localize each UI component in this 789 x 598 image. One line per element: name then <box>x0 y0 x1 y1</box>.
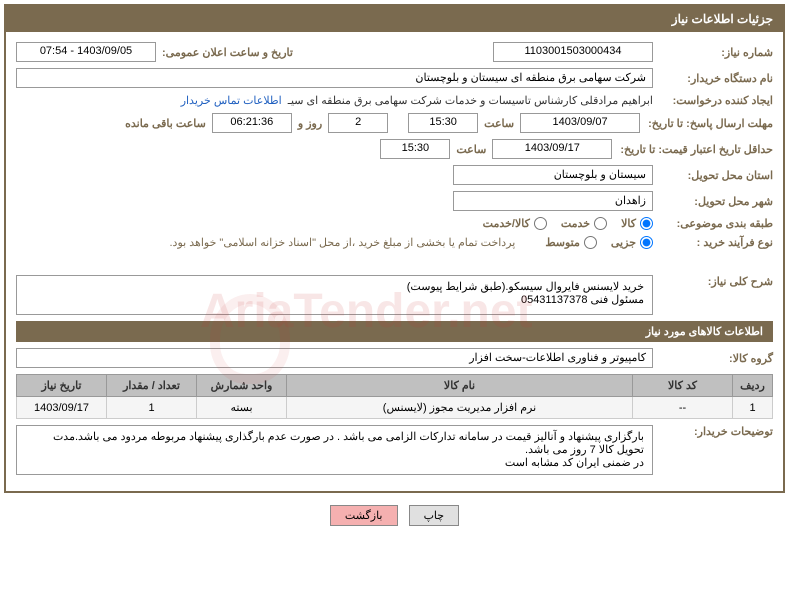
need-number-field: 1103001503000434 <box>493 42 653 62</box>
requester-text: ابراهیم مرادقلی کارشناس تاسیسات و خدمات … <box>288 94 653 107</box>
validity-label: حداقل تاریخ اعتبار قیمت: تا تاریخ: <box>612 143 773 156</box>
form-content: شماره نیاز: 1103001503000434 تاریخ و ساع… <box>6 32 783 491</box>
radio-service-label: خدمت <box>561 217 590 230</box>
validity-date-field: 1403/09/17 <box>492 139 612 159</box>
radio-goods[interactable] <box>640 217 653 230</box>
contact-link[interactable]: اطلاعات تماس خریدار <box>181 94 282 107</box>
buyer-org-label: نام دستگاه خریدار: <box>653 72 773 85</box>
radio-medium-label: متوسط <box>545 236 580 249</box>
desc-field: خرید لایسنس فایروال سیسکو.(طبق شرایط پیو… <box>16 275 653 315</box>
th-date: تاریخ نیاز <box>17 375 107 397</box>
validity-time-field: 15:30 <box>380 139 450 159</box>
radio-medium[interactable] <box>584 236 597 249</box>
buyer-notes-label: توضیحات خریدار: <box>653 425 773 438</box>
deadline-time-field: 15:30 <box>408 113 478 133</box>
process-label: نوع فرآیند خرید : <box>653 236 773 249</box>
announce-date-field: 1403/09/05 - 07:54 <box>16 42 156 62</box>
announce-date-label: تاریخ و ساعت اعلان عمومی: <box>156 46 299 59</box>
goods-section-title: اطلاعات کالاهای مورد نیاز <box>16 321 773 342</box>
city-label: شهر محل تحویل: <box>653 195 773 208</box>
goods-group-label: گروه کالا: <box>653 352 773 365</box>
td-name: نرم افزار مدیریت مجوز (لایسنس) <box>287 397 633 419</box>
th-row: ردیف <box>733 375 773 397</box>
days-field: 2 <box>328 113 388 133</box>
th-name: نام کالا <box>287 375 633 397</box>
th-qty: تعداد / مقدار <box>107 375 197 397</box>
td-code: -- <box>633 397 733 419</box>
goods-table: ردیف کد کالا نام کالا واحد شمارش تعداد /… <box>16 374 773 419</box>
back-button[interactable]: بازگشت <box>330 505 398 526</box>
radio-goods-label: کالا <box>621 217 636 230</box>
radio-service[interactable] <box>594 217 607 230</box>
td-unit: بسته <box>197 397 287 419</box>
buyer-org-field: شرکت سهامی برق منطقه ای سیستان و بلوچستا… <box>16 68 653 88</box>
panel-header: جزئیات اطلاعات نیاز <box>6 6 783 32</box>
time-label-1: ساعت <box>478 117 520 130</box>
td-row: 1 <box>733 397 773 419</box>
print-button[interactable]: چاپ <box>409 505 460 526</box>
time-label-2: ساعت <box>450 143 492 156</box>
province-label: استان محل تحویل: <box>653 169 773 182</box>
desc-label: شرح کلی نیاز: <box>653 275 773 288</box>
countdown-field: 06:21:36 <box>212 113 292 133</box>
button-row: چاپ بازگشت <box>0 497 789 534</box>
city-field: زاهدان <box>453 191 653 211</box>
deadline-label: مهلت ارسال پاسخ: تا تاریخ: <box>640 117 773 130</box>
process-note: پرداخت تمام یا بخشی از مبلغ خرید ،از محل… <box>170 236 516 249</box>
goods-group-field: کامپیوتر و فناوری اطلاعات-سخت افزار <box>16 348 653 368</box>
radio-partial[interactable] <box>640 236 653 249</box>
radio-both[interactable] <box>534 217 547 230</box>
table-row: 1 -- نرم افزار مدیریت مجوز (لایسنس) بسته… <box>17 397 773 419</box>
deadline-date-field: 1403/09/07 <box>520 113 640 133</box>
buyer-notes-field: بارگزاری پیشنهاد و آنالیز قیمت در سامانه… <box>16 425 653 475</box>
requester-label: ایجاد کننده درخواست: <box>653 94 773 107</box>
category-label: طبقه بندی موضوعی: <box>653 217 773 230</box>
th-unit: واحد شمارش <box>197 375 287 397</box>
days-label: روز و <box>292 117 328 130</box>
remain-label: ساعت باقی مانده <box>119 117 212 130</box>
need-number-label: شماره نیاز: <box>653 46 773 59</box>
td-qty: 1 <box>107 397 197 419</box>
province-field: سیستان و بلوچستان <box>453 165 653 185</box>
th-code: کد کالا <box>633 375 733 397</box>
radio-partial-label: جزیی <box>611 236 636 249</box>
td-date: 1403/09/17 <box>17 397 107 419</box>
radio-both-label: کالا/خدمت <box>483 217 530 230</box>
